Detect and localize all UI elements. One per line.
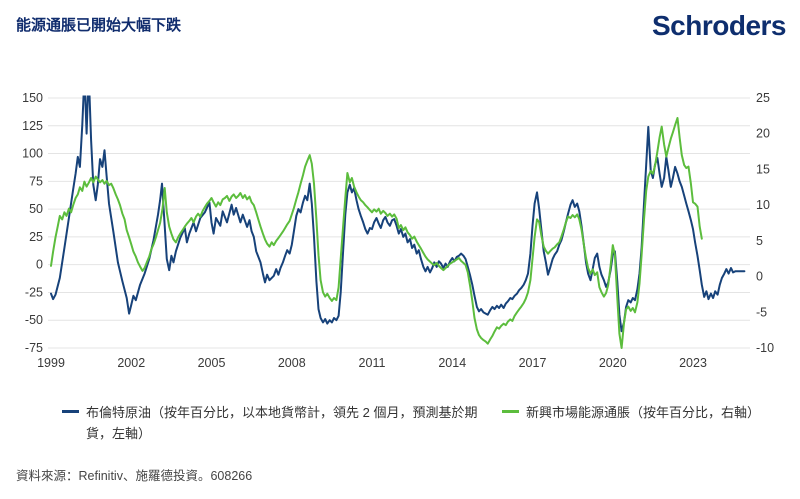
x-axis-tick-label: 2008 (278, 356, 306, 370)
page-title: 能源通脹已開始大幅下跌 (16, 17, 182, 34)
x-axis-tick-label: 2005 (198, 356, 226, 370)
em-energy-inflation-line (50, 117, 703, 349)
x-axis-tick-label: 2011 (359, 356, 386, 370)
x-axis-tick-label: 2017 (519, 356, 547, 370)
left-axis-tick-label: 125 (22, 119, 43, 133)
left-axis-tick-label: 0 (36, 258, 43, 272)
line-chart: 1501251007550250-25-50-752520151050-5-10… (22, 91, 774, 370)
em-energy-line-marker-icon (502, 410, 519, 413)
x-axis-tick-label: 1999 (37, 356, 65, 370)
x-axis-tick-label: 2023 (679, 356, 707, 370)
left-axis-tick-label: 100 (22, 147, 43, 161)
right-axis-tick-label: 0 (756, 270, 763, 284)
schroders-logo: Schroders (652, 10, 787, 41)
legend-label-brent: 布倫特原油（按年百分比，以本地貨幣計，領先 2 個月，預測基於期貨，左軸） (86, 405, 478, 441)
left-axis-tick-label: 25 (29, 230, 43, 244)
brent-line-marker-icon (62, 410, 79, 413)
left-axis-tick-label: 75 (29, 174, 43, 188)
left-axis-tick-label: 50 (29, 202, 43, 216)
x-axis-tick-label: 2002 (117, 356, 145, 370)
brent-crude-line (50, 95, 746, 333)
legend-item-em-energy-inflation: 新興市場能源通脹（按年百分比，右軸） (502, 402, 760, 423)
right-axis-tick-label: -5 (756, 305, 767, 319)
right-axis-tick-label: 20 (756, 127, 770, 141)
right-axis-tick-label: 15 (756, 162, 770, 176)
left-axis-tick-label: 150 (22, 91, 43, 105)
x-axis-tick-label: 2020 (599, 356, 627, 370)
right-axis-tick-label: 5 (756, 234, 763, 248)
right-axis-tick-label: 10 (756, 198, 770, 212)
left-axis-tick-label: -25 (25, 285, 43, 299)
x-axis-tick-label: 2014 (438, 356, 466, 370)
chart-legend: 布倫特原油（按年百分比，以本地貨幣計，領先 2 個月，預測基於期貨，左軸） 新興… (62, 402, 794, 444)
right-axis-tick-label: -10 (756, 341, 774, 355)
source-note: 資料來源：Refinitiv、施羅德投資。608266 (16, 469, 253, 483)
left-axis-tick-label: -75 (25, 341, 43, 355)
legend-item-brent: 布倫特原油（按年百分比，以本地貨幣計，領先 2 個月，預測基於期貨，左軸） (62, 402, 502, 444)
legend-label-em-energy-inflation: 新興市場能源通脹（按年百分比，右軸） (526, 405, 761, 420)
right-axis-tick-label: 25 (756, 91, 770, 105)
left-axis-tick-label: -50 (25, 313, 43, 327)
